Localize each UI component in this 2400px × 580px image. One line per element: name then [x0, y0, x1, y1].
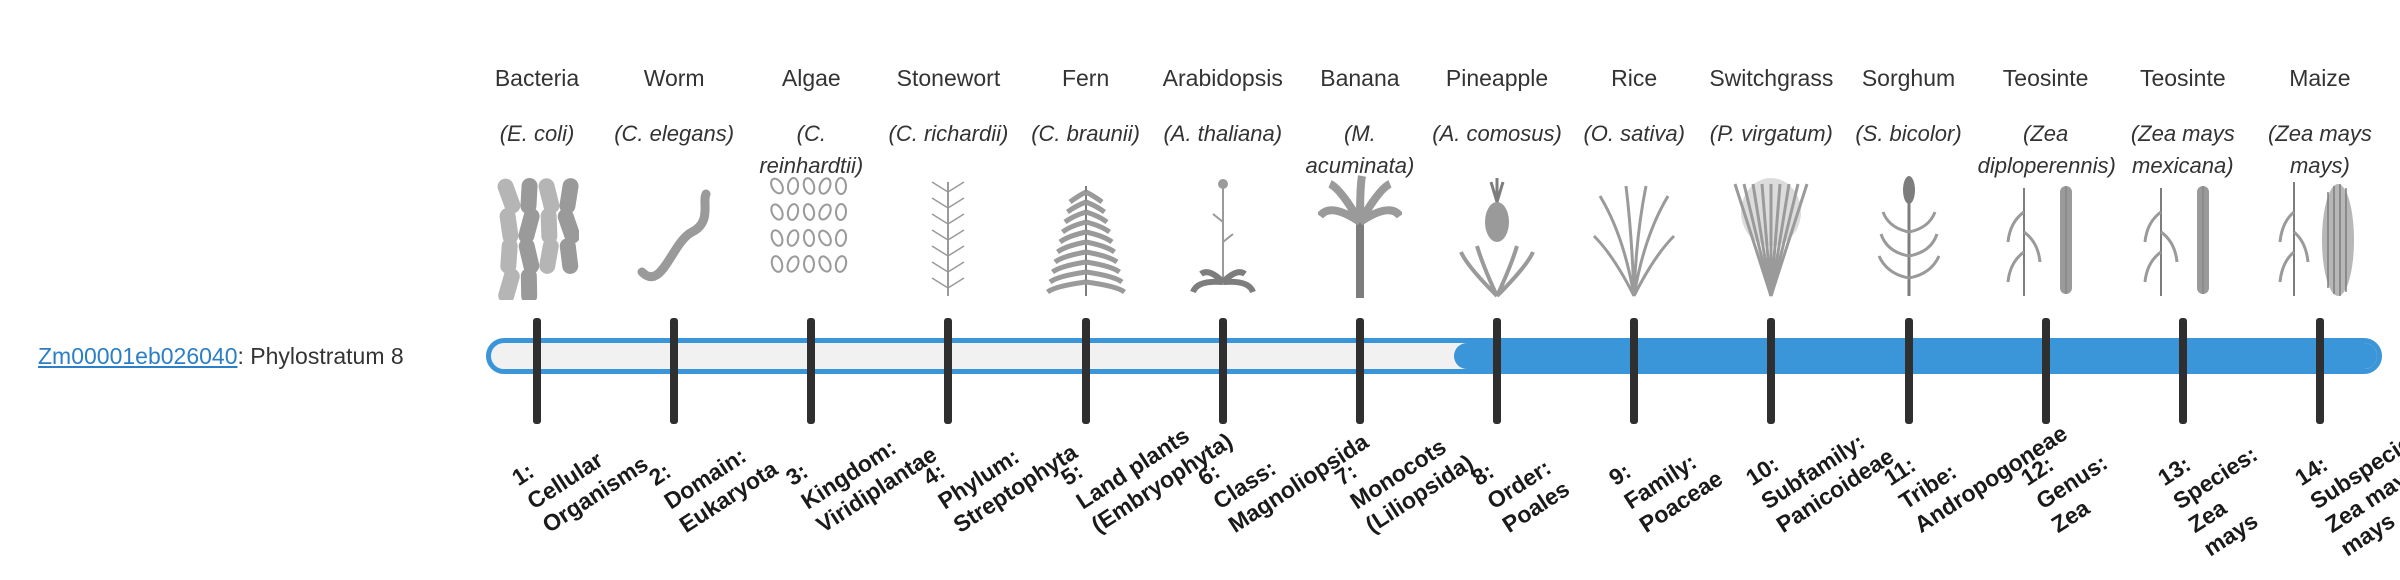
gene-label: Zm00001eb026040: Phylostratum 8 — [38, 343, 404, 370]
stratum-common-name: Algae — [781, 65, 841, 91]
stratum-scientific-name: (Zea mays mexicana) — [2130, 121, 2235, 178]
stratum-common-name: Worm — [643, 65, 705, 91]
stratum-common-name: Sorghum — [1861, 65, 1956, 91]
stratum-common-name: Bacteria — [494, 65, 580, 91]
stratum-scientific-name: (C. braunii) — [1031, 121, 1140, 146]
gene-separator: : — [237, 343, 244, 369]
sorghum-icon — [1867, 172, 1951, 300]
algae-icon — [769, 172, 853, 300]
stratum-tick — [1218, 318, 1227, 424]
stratum-tick — [1493, 318, 1502, 424]
phylostratum-label: Phylostratum 8 — [250, 343, 404, 369]
stratum-tick — [1904, 318, 1913, 424]
stratum-scientific-name: (A. thaliana) — [1163, 121, 1283, 146]
stratum-scientific-name: (A. comosus) — [1432, 121, 1562, 146]
stratum-scientific-name: (Zea mays mays) — [2267, 121, 2372, 178]
stratum-tick — [1767, 318, 1776, 424]
stratum-common-name: Rice — [1611, 65, 1658, 91]
pineapple-icon — [1455, 172, 1539, 300]
stratum-common-name: Banana — [1320, 65, 1400, 91]
stonewort-icon — [906, 172, 990, 300]
phylostratum-track — [486, 338, 2382, 374]
stratum-scientific-name: (O. sativa) — [1583, 121, 1685, 146]
banana-icon — [1316, 172, 1404, 300]
maize-icon — [2278, 172, 2362, 300]
fern-icon — [1044, 172, 1128, 300]
gene-id-link[interactable]: Zm00001eb026040 — [38, 343, 238, 369]
worm-icon — [632, 172, 716, 300]
arabidopsis-icon — [1181, 172, 1265, 300]
stratum-scientific-name: (C. elegans) — [614, 121, 735, 146]
stratum-common-name: Stonewort — [896, 65, 1001, 91]
stratum-common-name: Teosinte — [2139, 65, 2226, 91]
stratum-tick — [2315, 318, 2324, 424]
stratum-tick — [670, 318, 679, 424]
stratum-tick — [1081, 318, 1090, 424]
teosinte-icon — [2004, 172, 2088, 300]
stratum-scientific-name: (Zea diploperennis) — [1977, 121, 2116, 178]
bacteria-icon — [495, 172, 581, 304]
phylostratum-fill — [1454, 343, 2377, 369]
teosinte-icon — [2141, 172, 2225, 300]
stratum-scientific-name: (C. richardii) — [888, 121, 1009, 146]
stratum-tick — [2178, 318, 2187, 424]
stratum-common-name: Fern — [1061, 65, 1110, 91]
stratum-tick — [2041, 318, 2050, 424]
stratum-scientific-name: (E. coli) — [499, 121, 575, 146]
stratum-scientific-name: (M. acuminata) — [1305, 121, 1415, 178]
switchgrass-icon — [1729, 172, 1813, 300]
stratum-tick — [1630, 318, 1639, 424]
rice-icon — [1592, 172, 1676, 300]
stratum-scientific-name: (P. virgatum) — [1709, 121, 1833, 146]
stratum-common-name: Teosinte — [2002, 65, 2089, 91]
stratum-common-name: Maize — [2289, 65, 2351, 91]
stratum-tick — [944, 318, 953, 424]
stratum-common-name: Switchgrass — [1709, 65, 1834, 91]
stratum-scientific-name: (C. reinhardtii) — [759, 121, 864, 178]
stratum-tick — [533, 318, 541, 424]
stratum-tick — [1355, 318, 1364, 424]
stratum-tick — [807, 318, 816, 424]
stratum-common-name: Arabidopsis — [1162, 65, 1283, 91]
stratum-common-name: Pineapple — [1445, 65, 1549, 91]
stratum-scientific-name: (S. bicolor) — [1855, 121, 1962, 146]
